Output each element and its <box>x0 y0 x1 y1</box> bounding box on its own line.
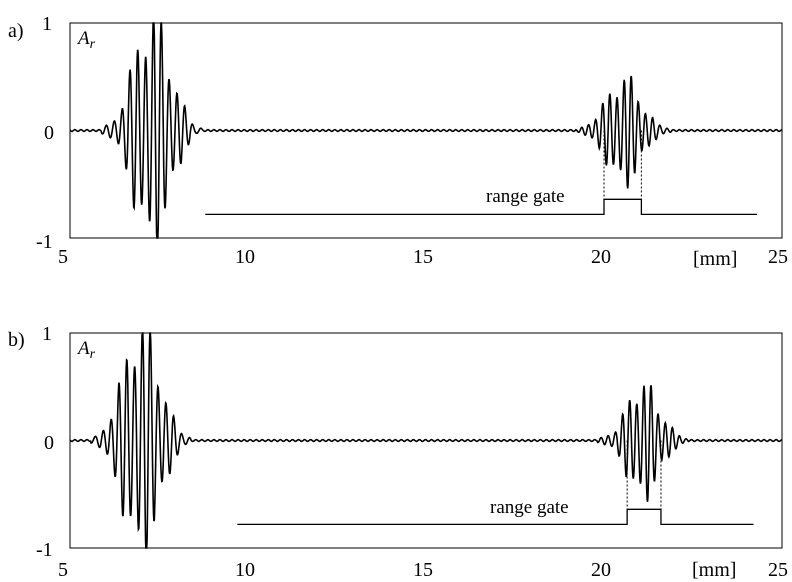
x-axis-label: [mm] <box>692 559 736 581</box>
x-tick-label: 5 <box>58 559 68 581</box>
y-tick-label: -1 <box>36 539 53 561</box>
x-tick-label: 25 <box>768 246 788 268</box>
y-tick-label: -1 <box>36 231 53 253</box>
range-gate-label: range gate <box>486 186 565 207</box>
y-tick-label: 1 <box>42 323 52 345</box>
signal-trace <box>69 332 783 549</box>
x-tick-label: 25 <box>768 559 788 581</box>
x-tick-label: 10 <box>235 559 255 581</box>
x-tick-label: 5 <box>58 246 68 268</box>
y-tick-label: 0 <box>44 122 54 144</box>
range-gate-line <box>237 508 754 525</box>
x-tick-label: 20 <box>591 246 611 268</box>
panel-a: a) Ar 1 0 -1 5 10 15 20 25 [mm] range ga… <box>8 13 788 270</box>
signal-trace <box>69 22 783 239</box>
range-gate-line <box>205 198 758 215</box>
series-label: Ar <box>76 338 96 362</box>
panel-label: a) <box>8 20 24 42</box>
range-gate-marker <box>626 440 662 510</box>
x-axis-label: [mm] <box>693 248 737 270</box>
range-gate-marker <box>603 130 642 200</box>
range-gate-label: range gate <box>490 497 569 518</box>
x-tick-label: 15 <box>413 559 433 581</box>
y-tick-label: 0 <box>44 432 54 454</box>
x-tick-label: 15 <box>413 246 433 268</box>
x-tick-label: 20 <box>591 559 611 581</box>
y-tick-label: 1 <box>42 13 52 35</box>
panel-label: b) <box>8 329 25 351</box>
panel-b: b) Ar 1 0 -1 5 10 15 20 25 [mm] range ga… <box>8 323 788 581</box>
series-label: Ar <box>76 28 96 52</box>
x-tick-label: 10 <box>235 246 255 268</box>
